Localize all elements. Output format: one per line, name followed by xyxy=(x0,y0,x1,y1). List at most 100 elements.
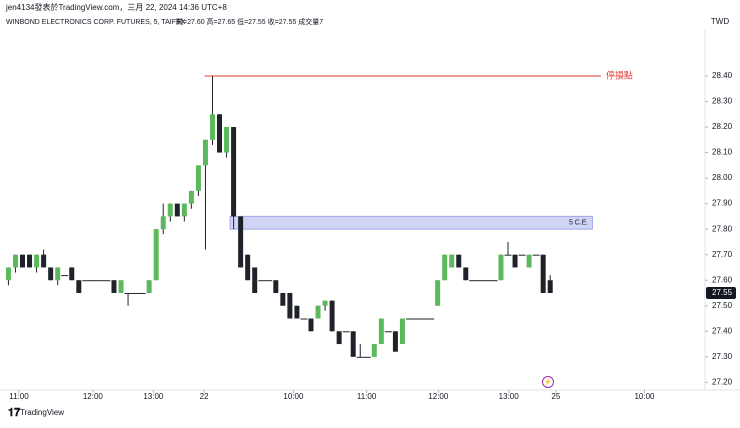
candle-body xyxy=(231,127,237,217)
event-icon xyxy=(542,376,554,388)
x-tick-label: 11:00 xyxy=(357,392,377,401)
candle-body xyxy=(76,280,82,293)
candle-body xyxy=(138,292,146,294)
candle-body xyxy=(435,280,441,306)
candle-body xyxy=(209,114,215,140)
candle-body xyxy=(322,300,328,306)
candle-body xyxy=(252,267,258,293)
candle-body xyxy=(41,254,47,268)
candle-body xyxy=(413,318,421,320)
candle-body xyxy=(20,254,26,268)
logo: 𝟏𝟕 xyxy=(8,407,21,419)
candle-body xyxy=(224,127,230,153)
x-tick-label: 13:00 xyxy=(143,392,164,401)
footer: TradingView xyxy=(20,408,64,417)
candle-body xyxy=(167,203,173,217)
candle-body xyxy=(265,280,273,282)
candle-body xyxy=(498,254,504,281)
candle-body xyxy=(111,280,117,293)
y-tick-label: 28.40 xyxy=(712,71,733,80)
candle-body xyxy=(82,280,90,282)
y-tick-label: 27.20 xyxy=(712,377,733,386)
candle-body xyxy=(449,254,455,268)
candle-body xyxy=(356,356,364,358)
candle-body xyxy=(384,331,392,333)
candle-body xyxy=(392,331,398,352)
x-tick-label: 25 xyxy=(551,392,560,401)
candle-body xyxy=(350,331,356,357)
x-tick-label: 10:00 xyxy=(283,392,304,401)
candle-body xyxy=(55,267,61,281)
y-tick-label: 27.30 xyxy=(712,352,733,361)
candle-body xyxy=(258,280,266,282)
candle-body xyxy=(463,267,469,281)
author: jen4134發表於TradingView.com，三月 22, 2024 14… xyxy=(5,2,227,12)
currency: TWD xyxy=(711,17,729,26)
last-price-box xyxy=(706,286,736,299)
y-tick-label: 28.20 xyxy=(712,122,733,131)
candle-body xyxy=(300,318,308,320)
candle-body xyxy=(336,331,342,345)
y-tick-label: 27.80 xyxy=(712,224,733,233)
candle-body xyxy=(532,254,540,256)
candle-body xyxy=(160,216,166,230)
candle-body xyxy=(27,254,33,268)
candle-body xyxy=(245,254,251,281)
candle-body xyxy=(89,280,97,282)
candle-body xyxy=(308,318,314,332)
candle-body xyxy=(118,280,124,293)
candle-body xyxy=(103,280,111,282)
x-tick-label: 12:00 xyxy=(428,392,449,401)
candle-body xyxy=(5,267,11,281)
ohlc-text: 開=27.60 高=27.65 低=27.55 收=27.55 成交量7 xyxy=(176,17,323,26)
y-tick-label: 27.90 xyxy=(712,199,733,208)
candle-body xyxy=(540,254,546,293)
candle-body xyxy=(181,203,187,217)
candle-body xyxy=(512,254,518,268)
candle-body xyxy=(188,190,194,204)
candle-body xyxy=(518,254,526,256)
event-icon: ⚡ xyxy=(544,377,553,386)
candle-body xyxy=(124,292,132,294)
candle-body xyxy=(483,280,491,282)
zone-label: 5 C.E. xyxy=(569,220,589,227)
candle-body xyxy=(420,318,428,320)
candle-body xyxy=(34,254,40,268)
x-tick-label: 22 xyxy=(200,392,209,401)
candle-body xyxy=(131,292,139,294)
x-tick-label: 13:00 xyxy=(499,392,520,401)
candle-body xyxy=(363,356,371,358)
candle-body xyxy=(526,254,532,268)
last-price-label: 27.55 xyxy=(712,288,733,297)
zone xyxy=(229,215,593,230)
candle-body xyxy=(329,300,335,332)
stop-label: 停損點 xyxy=(606,69,633,80)
candle-body xyxy=(399,318,405,345)
candle-body xyxy=(96,280,104,282)
candle-body xyxy=(61,275,69,277)
candle-body xyxy=(273,280,279,293)
candle-body xyxy=(476,280,484,282)
candle-body xyxy=(287,292,293,319)
candle-body xyxy=(48,267,54,281)
candle-body xyxy=(547,280,553,293)
x-tick-label: 11:00 xyxy=(9,392,29,401)
y-tick-label: 28.00 xyxy=(712,173,733,182)
y-tick-label: 28.30 xyxy=(712,97,733,106)
candle-body xyxy=(427,318,435,320)
candle-body xyxy=(238,216,244,268)
candle-body xyxy=(442,254,448,281)
candle-body xyxy=(456,254,462,268)
candle-body xyxy=(280,292,286,306)
candle-body xyxy=(504,254,512,256)
y-tick-label: 27.50 xyxy=(712,301,733,310)
candle-body xyxy=(195,165,201,191)
candle-body xyxy=(174,203,180,217)
candle-body xyxy=(342,331,350,333)
candle-body xyxy=(294,305,300,319)
y-tick-label: 27.40 xyxy=(712,326,733,335)
candle-body xyxy=(469,280,477,282)
candle-body xyxy=(490,280,498,282)
